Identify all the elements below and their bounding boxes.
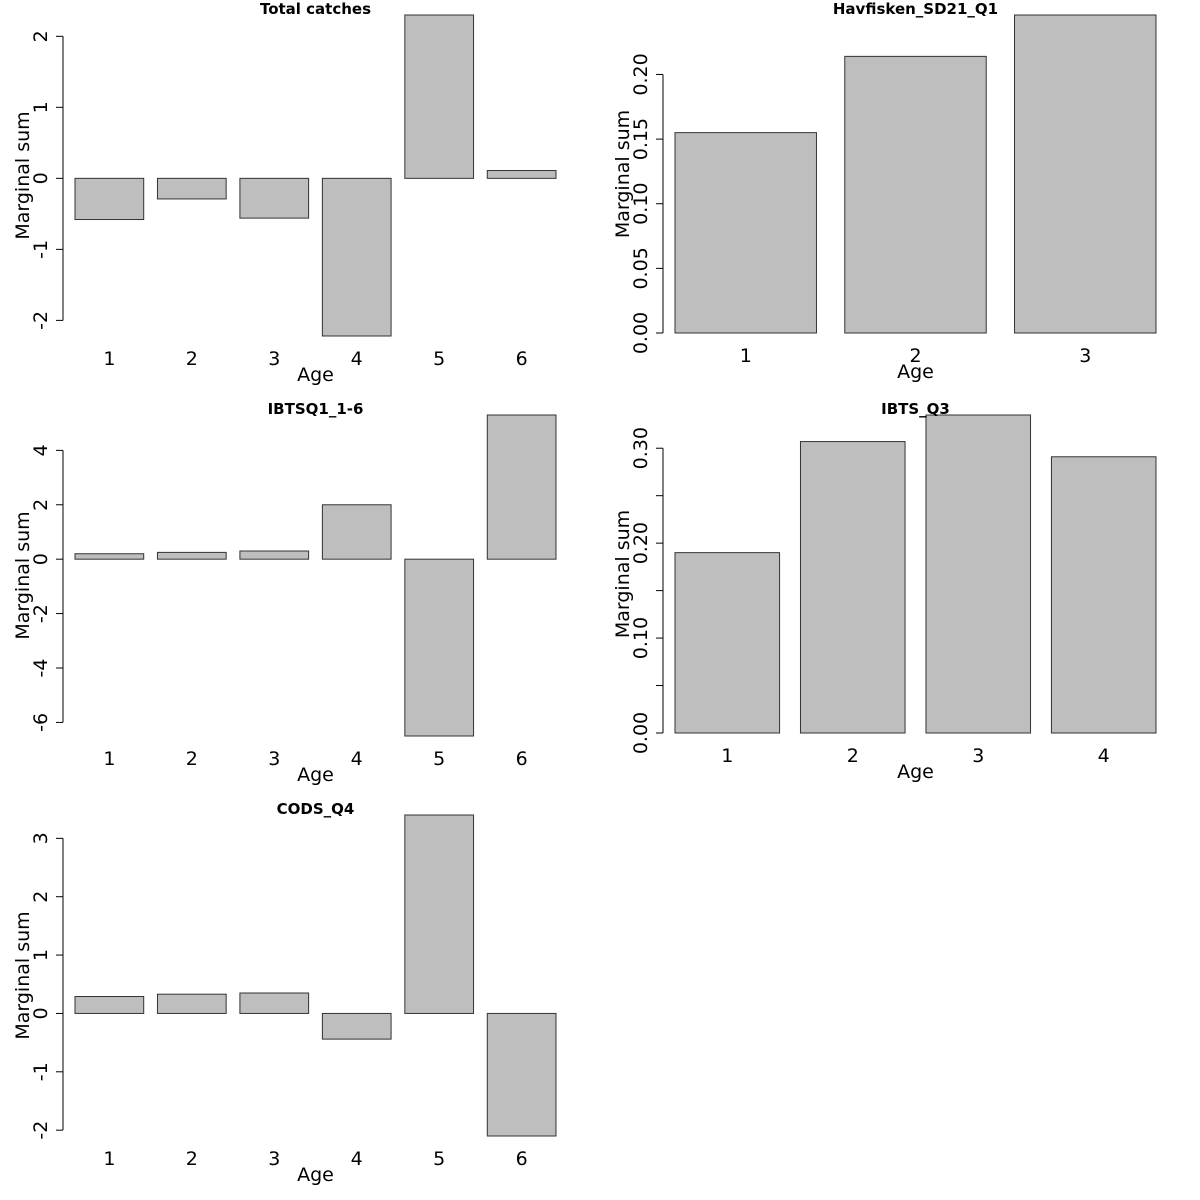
y-tick-label: 0.10 bbox=[630, 183, 652, 225]
y-tick-label: 0 bbox=[30, 172, 52, 184]
bar bbox=[239, 177, 310, 219]
y-tick-label: -2 bbox=[30, 311, 52, 330]
bar bbox=[404, 558, 475, 737]
bar bbox=[486, 414, 557, 560]
bar bbox=[239, 992, 310, 1014]
x-tick-label: 4 bbox=[1098, 745, 1110, 767]
y-tick-label: -4 bbox=[30, 659, 52, 678]
x-tick-label: 3 bbox=[268, 348, 280, 370]
y-tick-label: 0.00 bbox=[630, 312, 652, 354]
x-tick-label: 3 bbox=[1079, 345, 1091, 367]
bar bbox=[486, 1012, 557, 1137]
y-tick-label: 0.00 bbox=[630, 712, 652, 754]
x-axis-title: Age bbox=[897, 361, 934, 383]
y-tick-label: -1 bbox=[30, 240, 52, 259]
chart-panel-5: 1 2 3 4 5 6 -2 -1 0 1 2 3 Marginal sum Age CODS_Q4 bbox=[12, 800, 557, 1186]
y-axis-title: Marginal sum bbox=[612, 510, 634, 638]
x-tick-label: 5 bbox=[433, 348, 445, 370]
x-tick-label: 4 bbox=[351, 1148, 363, 1170]
y-tick-label: 2 bbox=[30, 499, 52, 511]
x-tick-label: 6 bbox=[516, 748, 528, 770]
y-tick-label: 0.15 bbox=[630, 118, 652, 160]
y-tick-label: 0.20 bbox=[630, 522, 652, 564]
y-axis-title: Marginal sum bbox=[12, 111, 34, 239]
x-axis-title: Age bbox=[897, 761, 934, 783]
x-tick-label: 2 bbox=[186, 748, 198, 770]
x-axis-title: Age bbox=[297, 1164, 334, 1186]
y-axis-title: Marginal sum bbox=[12, 911, 34, 1039]
panel-title: CODS_Q4 bbox=[277, 800, 355, 818]
y-tick-label: 2 bbox=[30, 30, 52, 42]
x-tick-label: 4 bbox=[351, 348, 363, 370]
y-tick-label: -2 bbox=[30, 604, 52, 623]
bar bbox=[239, 550, 310, 560]
bar bbox=[1050, 456, 1157, 734]
x-tick-label: 4 bbox=[351, 748, 363, 770]
chart-panel-2: 1 2 3 0.00 0.05 0.10 0.15 0.20 Marginal sum Age Ha… bbox=[612, 0, 1157, 383]
x-tick-label: 1 bbox=[103, 348, 115, 370]
bar bbox=[156, 551, 227, 560]
x-axis-title: Age bbox=[297, 764, 334, 786]
bar bbox=[156, 177, 227, 200]
y-tick-label: -1 bbox=[30, 1062, 52, 1081]
chart-panel-1: 1 2 3 4 5 6 -2 -1 0 1 2 Marginal sum Age Total catche… bbox=[12, 0, 557, 386]
y-tick-label: 0.10 bbox=[630, 617, 652, 659]
x-tick-label: 6 bbox=[516, 348, 528, 370]
y-tick-label: 0 bbox=[30, 1007, 52, 1019]
y-tick-label: 0.20 bbox=[630, 53, 652, 95]
bar bbox=[404, 14, 475, 179]
bar bbox=[674, 552, 781, 734]
panel-title: Havfisken_SD21_Q1 bbox=[833, 0, 998, 18]
x-tick-label: 2 bbox=[909, 345, 921, 367]
bar bbox=[156, 993, 227, 1014]
bar bbox=[1014, 14, 1157, 334]
y-tick-label: -6 bbox=[30, 713, 52, 732]
x-tick-label: 5 bbox=[433, 748, 445, 770]
chart-panel-3: 1 2 3 4 5 6 -6 -4 -2 0 2 4 Marginal sum Age IBTSQ1_1-6 bbox=[12, 400, 557, 786]
x-tick-label: 1 bbox=[721, 745, 733, 767]
bar bbox=[674, 132, 817, 334]
bar bbox=[321, 504, 392, 560]
y-tick-label: 4 bbox=[30, 444, 52, 456]
y-tick-label: 2 bbox=[30, 891, 52, 903]
panel-title: IBTSQ1_1-6 bbox=[268, 400, 364, 418]
y-tick-label: 3 bbox=[30, 832, 52, 844]
y-axis-title: Marginal sum bbox=[612, 110, 634, 238]
y-axis-title: Marginal sum bbox=[12, 511, 34, 639]
bar bbox=[844, 55, 987, 334]
y-tick-label: 1 bbox=[30, 101, 52, 113]
chart-panel-4: 1 2 3 4 0.00 0.10 0.20 0.30 Marginal sum Age IBTS_… bbox=[612, 400, 1157, 783]
panel-title: IBTS_Q3 bbox=[881, 400, 950, 418]
y-tick-label: 0.30 bbox=[630, 427, 652, 469]
x-tick-label: 1 bbox=[103, 748, 115, 770]
bar bbox=[74, 996, 145, 1014]
y-tick-label: 0.05 bbox=[630, 247, 652, 289]
y-tick-label: -2 bbox=[30, 1121, 52, 1140]
bar bbox=[74, 177, 145, 221]
bar bbox=[404, 814, 475, 1014]
y-tick-label: 0 bbox=[30, 553, 52, 565]
bar bbox=[74, 553, 145, 560]
bar bbox=[799, 441, 906, 734]
panel-title: Total catches bbox=[260, 0, 371, 18]
x-axis-title: Age bbox=[297, 364, 334, 386]
bar bbox=[925, 414, 1032, 734]
x-tick-label: 2 bbox=[186, 1148, 198, 1170]
y-tick-label: 1 bbox=[30, 949, 52, 961]
x-tick-label: 3 bbox=[268, 748, 280, 770]
x-tick-label: 5 bbox=[433, 1148, 445, 1170]
x-tick-label: 6 bbox=[516, 1148, 528, 1170]
x-tick-label: 3 bbox=[972, 745, 984, 767]
x-tick-label: 1 bbox=[740, 345, 752, 367]
x-tick-label: 2 bbox=[847, 745, 859, 767]
bar bbox=[486, 170, 557, 179]
x-tick-label: 1 bbox=[103, 1148, 115, 1170]
x-tick-label: 3 bbox=[268, 1148, 280, 1170]
bar bbox=[321, 1012, 392, 1040]
x-tick-label: 2 bbox=[186, 348, 198, 370]
bar bbox=[321, 177, 392, 337]
